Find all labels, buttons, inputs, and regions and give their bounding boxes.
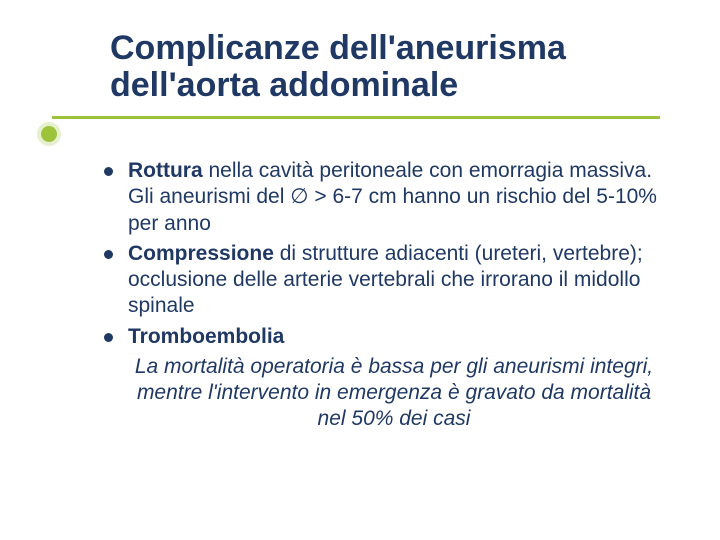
- bullet-bold: Tromboembolia: [128, 325, 284, 348]
- accent-dot-icon: [41, 126, 57, 142]
- conclusion-text: La mortalità operatoria è bassa per gli …: [100, 354, 660, 433]
- slide-title: Complicanze dell'aneurisma dell'aorta ad…: [110, 30, 660, 105]
- list-item: Rottura nella cavità peritoneale con emo…: [100, 158, 660, 237]
- slide: Complicanze dell'aneurisma dell'aorta ad…: [0, 0, 720, 540]
- bullet-list: Rottura nella cavità peritoneale con emo…: [100, 158, 660, 350]
- list-item: Compressione di strutture adiacenti (ure…: [100, 241, 660, 320]
- list-item: Tromboembolia: [100, 324, 660, 350]
- title-underline: [52, 116, 660, 119]
- bullet-bold: Rottura: [128, 159, 203, 182]
- bullet-bold: Compressione: [128, 242, 274, 265]
- bullet-text: nella cavità peritoneale con emorragia m…: [128, 159, 657, 235]
- slide-body: Rottura nella cavità peritoneale con emo…: [100, 158, 660, 433]
